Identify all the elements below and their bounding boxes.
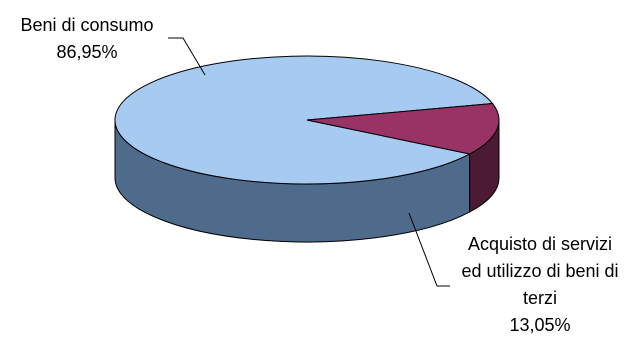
label-acquisto-line-1: Acquisto di servizi xyxy=(468,234,612,254)
label-acquisto-line-2: ed utilizzo di beni di xyxy=(461,261,618,281)
slice-beni-di-consumo xyxy=(114,55,494,185)
value-acquisto-di-servizi: 13,05% xyxy=(509,315,570,335)
slice-acquisto-di-servizi xyxy=(306,103,500,155)
leader-line-acquisto-di-servizi xyxy=(408,212,450,287)
value-beni-di-consumo: 86,95% xyxy=(56,42,117,62)
label-acquisto-line-3: terzi xyxy=(523,288,557,308)
leader-line-beni-di-consumo xyxy=(168,37,206,76)
label-beni-di-consumo: Beni di consumo xyxy=(20,15,153,35)
